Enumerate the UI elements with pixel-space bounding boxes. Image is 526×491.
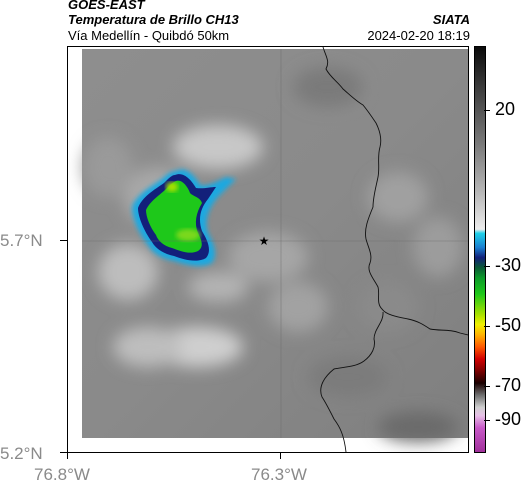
lat-tick xyxy=(60,452,67,453)
lat-label: 5.7°N xyxy=(0,231,43,250)
satellite-map[interactable]: ★ xyxy=(67,46,469,453)
product-title: Temperatura de Brillo CH13 xyxy=(68,12,239,27)
route-subtitle: Vía Medellín - Quibdó 50km xyxy=(68,28,230,43)
map-canvas: ★ xyxy=(82,47,468,452)
colorbar-tick xyxy=(484,386,490,387)
lon-tick xyxy=(67,453,68,459)
colorbar-tick xyxy=(484,266,490,267)
colorbar-tick xyxy=(484,110,490,111)
colorbar-tick xyxy=(484,326,490,327)
lon-tick xyxy=(280,453,281,459)
star-icon: ★ xyxy=(259,234,270,248)
colorbar-label: -30 xyxy=(495,255,522,275)
satellite-title: GOES-EAST xyxy=(68,0,145,12)
colorbar-label: -90 xyxy=(495,409,522,429)
colorbar-label: -70 xyxy=(495,375,522,395)
colorbar xyxy=(474,46,486,453)
convective-cloud xyxy=(132,169,236,267)
datetime-label: 2024-02-20 18:19 xyxy=(367,28,470,43)
lat-label: 5.2°N xyxy=(0,444,43,463)
organization-label: SIATA xyxy=(432,12,470,27)
admin-boundary xyxy=(320,47,468,452)
lon-label: 76.3°W xyxy=(251,465,307,484)
lat-tick xyxy=(60,240,67,241)
lon-label: 76.8°W xyxy=(34,465,90,484)
colorbar-label: 20 xyxy=(495,99,516,119)
colorbar-label: -50 xyxy=(495,315,522,335)
colorbar-tick xyxy=(484,420,490,421)
